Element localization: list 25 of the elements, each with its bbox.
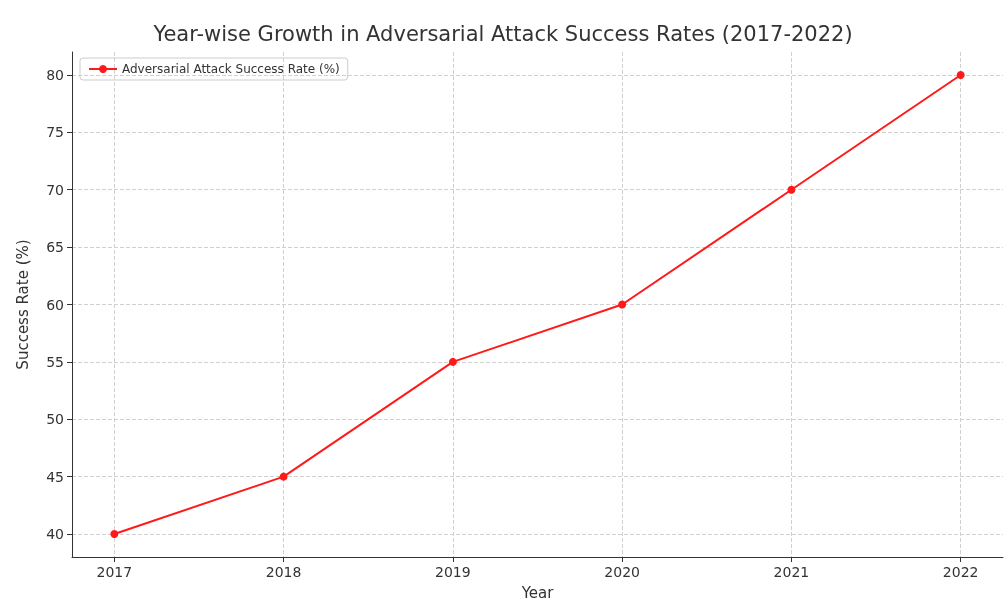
- point: [787, 185, 796, 194]
- x-axis-title: Year: [520, 583, 555, 602]
- x-tick-label: 2022: [942, 564, 979, 580]
- y-tick-label: 55: [46, 353, 64, 370]
- point: [956, 70, 965, 79]
- y-tick-label: 65: [46, 239, 64, 256]
- y-tick-label: 50: [46, 411, 64, 428]
- x-tick-label: 2021: [773, 564, 810, 580]
- x-tick-label: 2017: [96, 564, 133, 580]
- y-tick-label: 60: [46, 296, 64, 313]
- legend-label: Adversarial Attack Success Rate (%): [122, 62, 340, 76]
- point: [618, 300, 627, 309]
- y-tick-label: 45: [46, 468, 64, 485]
- chart-title: Year-wise Growth in Adversarial Attack Success Rates (2017-2022): [152, 21, 853, 46]
- y-tick-label: 75: [46, 124, 64, 141]
- y-axis-title: Success Rate (%): [13, 239, 32, 370]
- point: [448, 357, 457, 366]
- y-tick-label: 40: [46, 526, 64, 543]
- y-tick-label: 70: [46, 181, 64, 198]
- point: [279, 472, 288, 481]
- x-tick-label: 2019: [435, 564, 471, 580]
- x-tick-label: 2020: [604, 564, 640, 580]
- y-tick-label: 80: [46, 66, 64, 83]
- point: [110, 530, 119, 539]
- x-tick-label: 2018: [265, 564, 302, 580]
